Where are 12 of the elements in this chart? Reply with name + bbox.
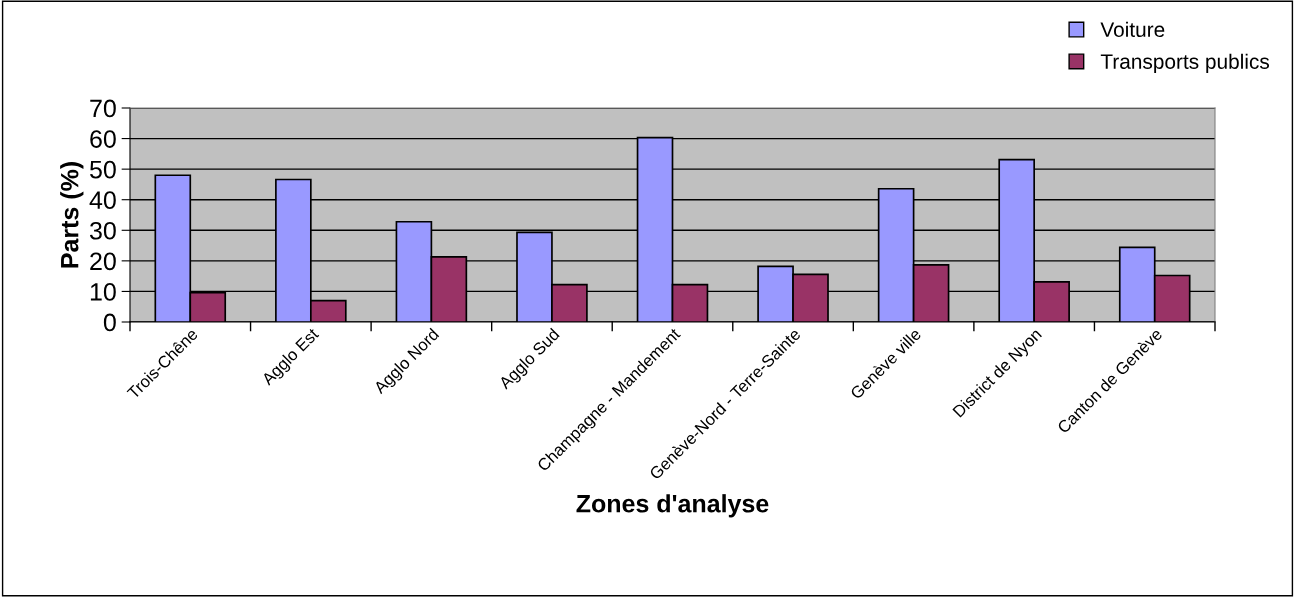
y-tick-label: 50 [90,160,116,179]
legend-label: Transports publics [1100,53,1270,74]
y-axis-title: Parts (%) [60,162,84,268]
y-tick-label: 20 [90,252,116,271]
x-axis-title: Zones d'analyse [576,494,769,518]
legend-label: Voiture [1100,21,1165,38]
y-tick-label: 10 [90,283,116,301]
y-tick-label: 70 [90,99,116,118]
y-tick-label: 40 [89,191,116,210]
y-tick-label: 0 [103,313,116,332]
y-tick-label: 60 [90,130,116,148]
y-tick-label: 30 [89,221,116,240]
